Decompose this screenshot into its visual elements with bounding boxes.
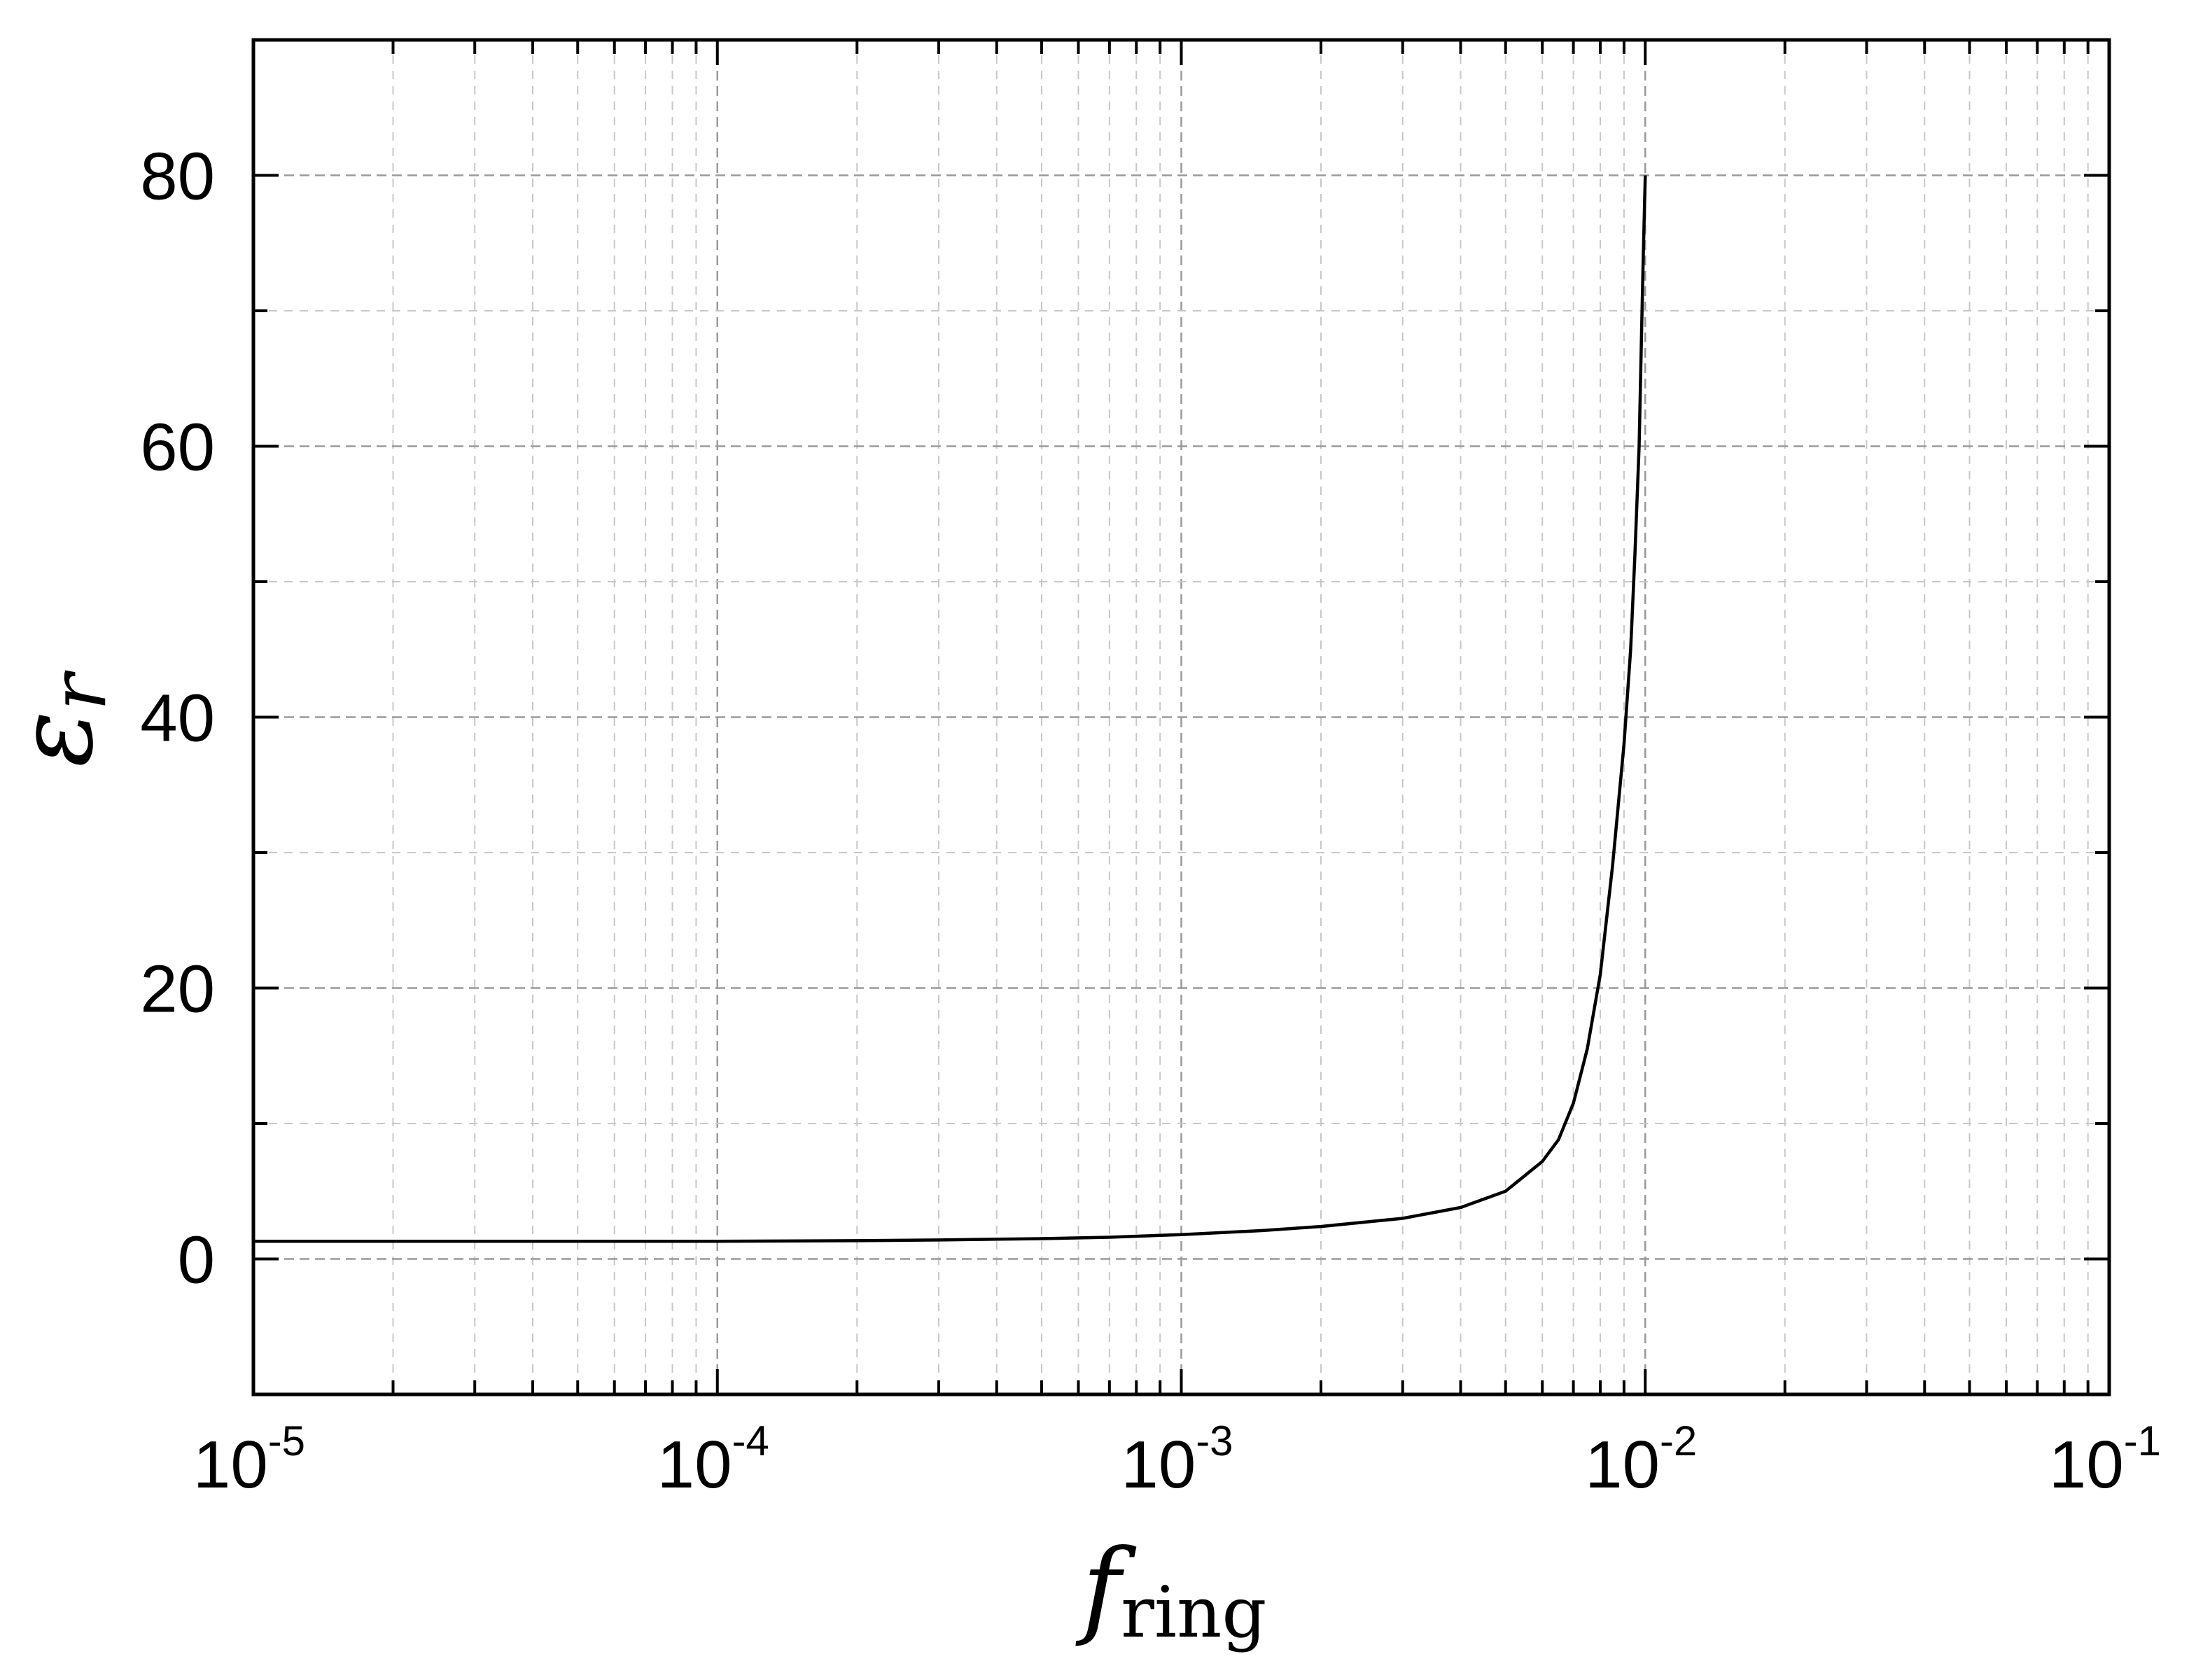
x-axis-subscript: ring xyxy=(1121,1572,1266,1653)
grid xyxy=(253,40,2109,1394)
y-axis-subscript: r xyxy=(34,670,123,711)
x-tick-label: 10-5 xyxy=(193,1418,305,1502)
x-tick-base: 10 xyxy=(1585,1427,1660,1502)
y-tick-label: 80 xyxy=(140,139,215,214)
x-tick-exponent: -4 xyxy=(732,1418,769,1464)
series-line xyxy=(253,175,1647,1243)
x-tick-label: 10-2 xyxy=(1585,1418,1697,1502)
x-tick-base: 10 xyxy=(2049,1427,2124,1502)
y-tick-label: 20 xyxy=(140,952,215,1027)
y-tick-label: 0 xyxy=(178,1223,215,1298)
x-tick-base: 10 xyxy=(657,1427,732,1502)
plot-frame xyxy=(251,38,2111,1396)
x-axis-title: fring xyxy=(1075,1527,1267,1653)
x-tick-exponent: -2 xyxy=(1660,1418,1697,1464)
x-tick-exponent: -1 xyxy=(2124,1418,2161,1464)
x-tick-label: 10-3 xyxy=(1121,1418,1233,1502)
x-tick-exponent: -5 xyxy=(268,1418,305,1464)
x-tick-label: 10-4 xyxy=(657,1418,769,1502)
series-layer xyxy=(253,175,1647,1243)
y-tick-label: 40 xyxy=(140,681,215,756)
x-tick-label: 10-1 xyxy=(2049,1418,2161,1502)
ticks xyxy=(252,40,2111,1394)
y-tick-label: 60 xyxy=(140,410,215,485)
x-tick-base: 10 xyxy=(1121,1427,1196,1502)
x-tick-exponent: -3 xyxy=(1196,1418,1233,1464)
y-axis-symbol: ε xyxy=(0,711,116,768)
y-axis-title: εr xyxy=(0,670,123,768)
x-tick-base: 10 xyxy=(193,1427,268,1502)
